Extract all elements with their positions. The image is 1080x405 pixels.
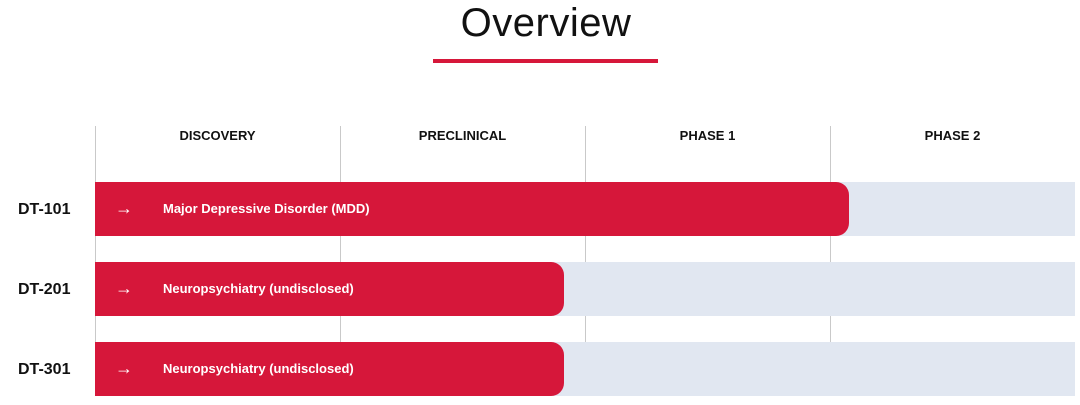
- arrow-icon: →: [115, 278, 133, 298]
- arrow-icon: →: [115, 358, 133, 378]
- column-header: PHASE 2: [924, 128, 981, 143]
- indication: Neuropsychiatry (undisclosed): [163, 361, 354, 376]
- column-header: PHASE 1: [679, 128, 736, 143]
- indication: Major Depressive Disorder (MDD): [163, 201, 370, 216]
- progress-bar: → Neuropsychiatry (undisclosed): [95, 342, 564, 396]
- arrow-icon: →: [115, 198, 133, 218]
- page-title: Overview: [460, 1, 632, 45]
- column-divider: [585, 126, 586, 396]
- title-underline: [433, 59, 658, 63]
- column-header: DISCOVERY: [179, 128, 256, 143]
- column-divider: [95, 126, 96, 396]
- column-divider: [830, 126, 831, 396]
- program-id: DT-201: [18, 281, 71, 298]
- column-header: PRECLINICAL: [418, 128, 507, 143]
- progress-bar: → Major Depressive Disorder (MDD): [95, 182, 849, 236]
- indication: Neuropsychiatry (undisclosed): [163, 281, 354, 296]
- progress-bar: → Neuropsychiatry (undisclosed): [95, 262, 564, 316]
- program-id: DT-101: [18, 201, 71, 218]
- program-id: DT-301: [18, 361, 71, 378]
- column-divider: [340, 126, 341, 396]
